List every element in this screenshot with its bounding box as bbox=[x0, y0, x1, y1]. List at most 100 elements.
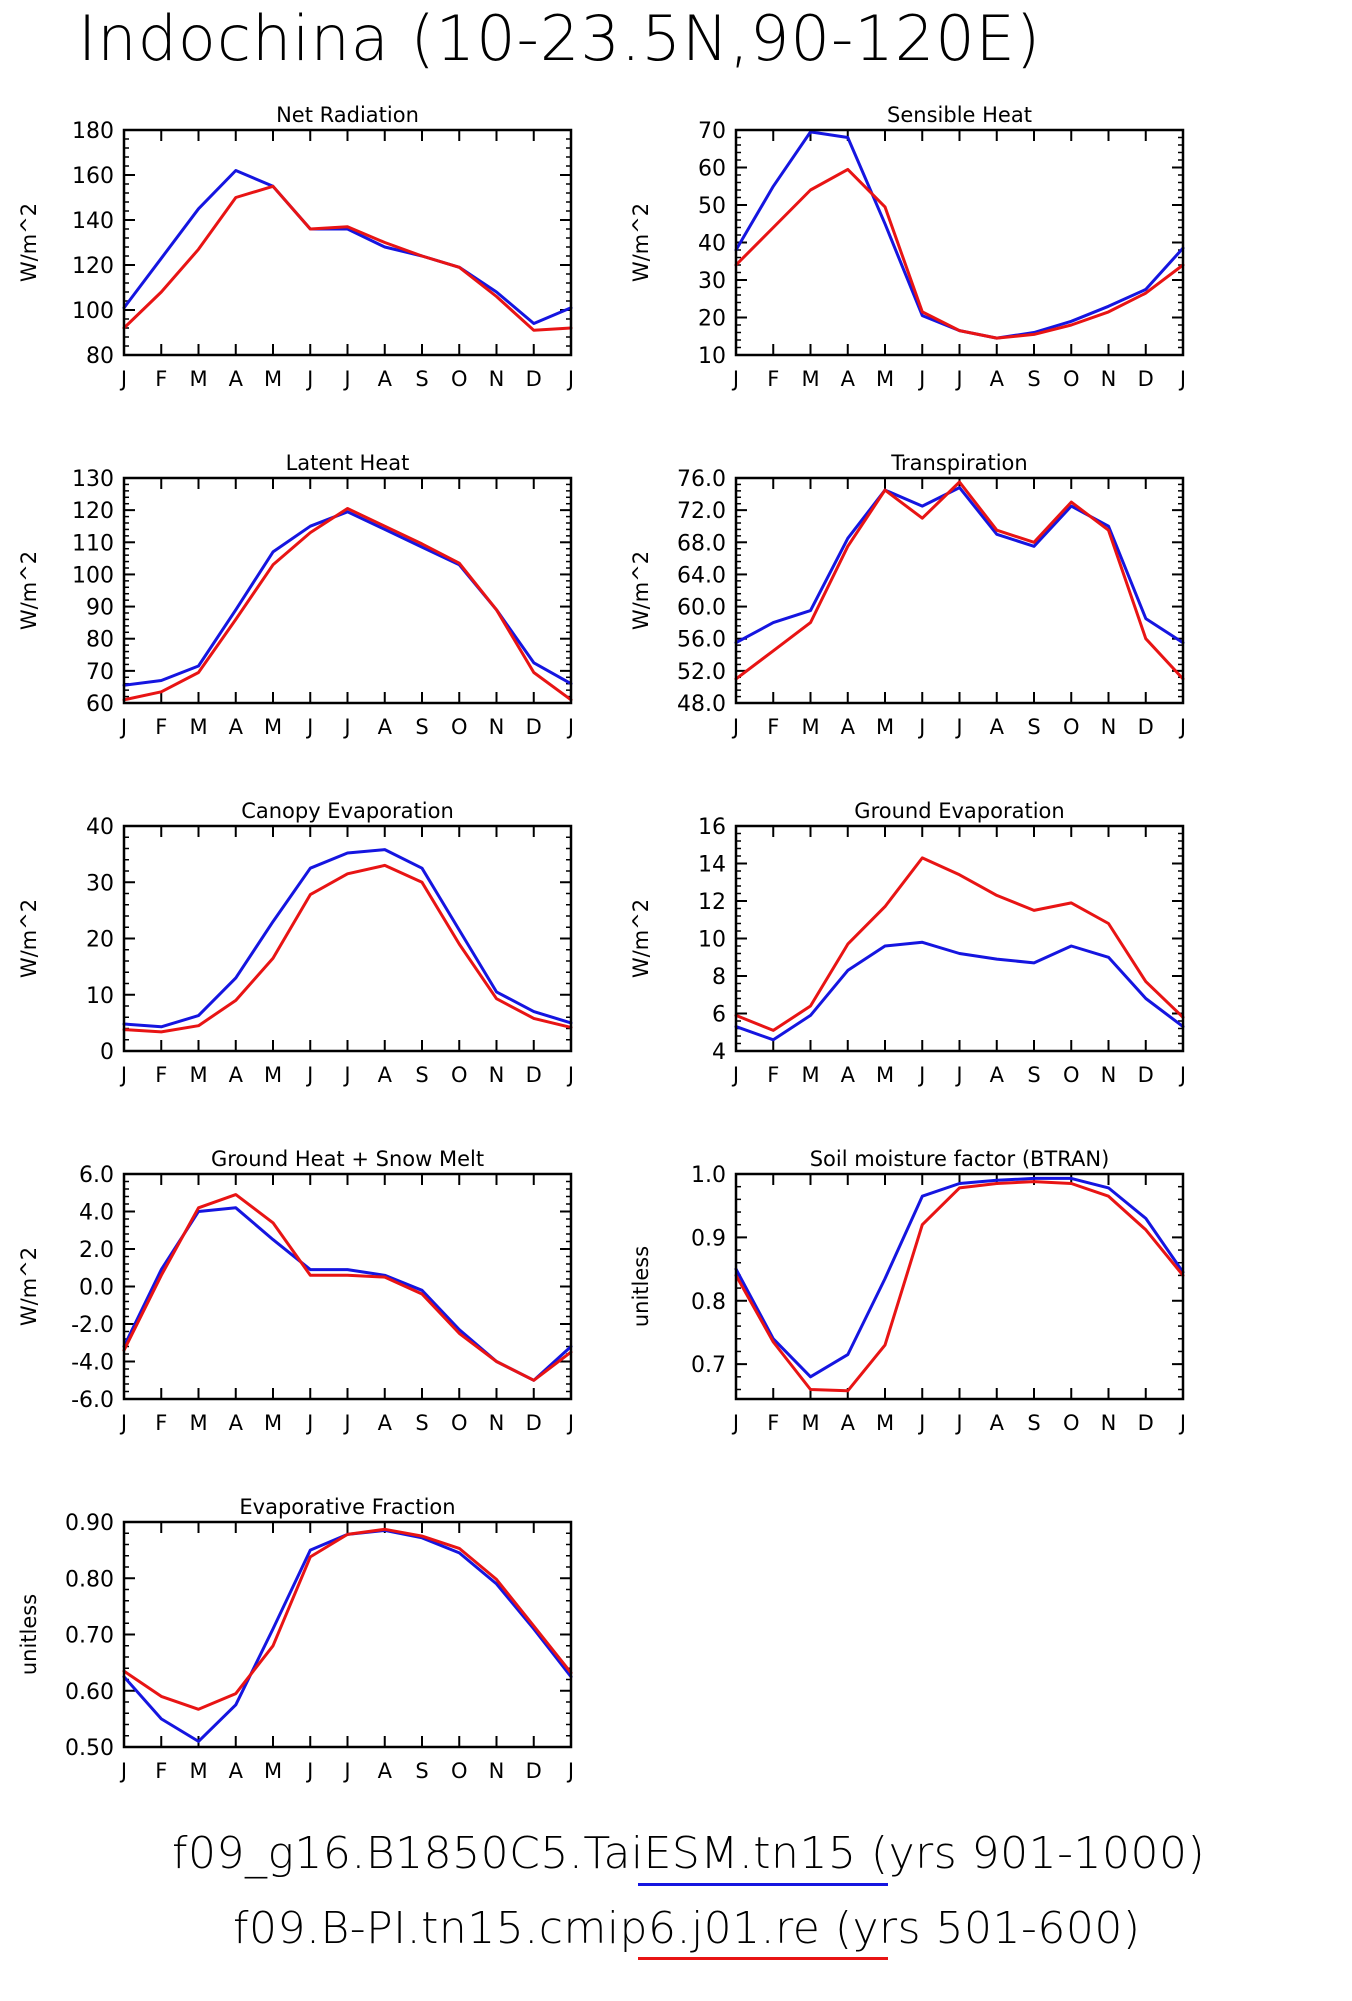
chart-title: Transpiration bbox=[890, 451, 1027, 475]
chart-title: Ground Heat + Snow Melt bbox=[211, 1147, 484, 1171]
x-tick-label: A bbox=[841, 1411, 856, 1435]
series-line-taiesm bbox=[734, 1176, 1185, 1379]
chart-title: Soil moisture factor (BTRAN) bbox=[810, 1147, 1110, 1171]
x-tick-label: J bbox=[342, 1411, 350, 1435]
x-tick-label: S bbox=[415, 367, 428, 391]
x-tick-label: O bbox=[1063, 367, 1080, 391]
chart-panel-4: Transpiration W/m^2 76.0 72.0 68.0 64.0 60.0 56… bbox=[629, 451, 1186, 739]
x-tick-label: N bbox=[489, 1759, 505, 1783]
y-tick-label: 4 bbox=[712, 1040, 726, 1065]
series-line-taiesm bbox=[734, 486, 1185, 645]
y-tick-label: 160 bbox=[72, 164, 114, 189]
x-tick-label: J bbox=[119, 715, 127, 739]
x-tick-label: O bbox=[451, 1759, 468, 1783]
x-tick-label: J bbox=[342, 367, 350, 391]
x-tick-label: S bbox=[415, 1411, 428, 1435]
y-tick-label: 10 bbox=[86, 984, 114, 1009]
x-tick-label: N bbox=[1101, 367, 1117, 391]
plot-frame bbox=[734, 476, 1185, 705]
x-tick-label: M bbox=[876, 367, 894, 391]
x-tick-label: D bbox=[526, 367, 542, 391]
y-tick-label: 100 bbox=[72, 299, 114, 324]
x-tick-label: J bbox=[566, 1759, 574, 1783]
y-tick-label: 30 bbox=[698, 269, 726, 294]
series-line-cmip6 bbox=[734, 480, 1185, 681]
y-tick-label: 6 bbox=[712, 1003, 726, 1028]
y-tick-label: 56.0 bbox=[677, 628, 726, 653]
x-tick-label: D bbox=[1138, 1411, 1154, 1435]
legend-label-taiesm: f09_g16.B1850C5.TaiESM.tn15 (yrs 901-100… bbox=[172, 1828, 1206, 1879]
y-tick-label: 6.0 bbox=[79, 1163, 114, 1188]
series-line-cmip6 bbox=[122, 1193, 573, 1382]
y-tick-label: 120 bbox=[72, 254, 114, 279]
chart-title: Canopy Evaporation bbox=[241, 799, 454, 823]
y-tick-label: 48.0 bbox=[677, 692, 726, 717]
x-tick-label: O bbox=[451, 1063, 468, 1087]
chart-panel-7: Ground Heat + Snow Melt W/m^2 6.0 4.0 2.0 0.0… bbox=[17, 1147, 574, 1435]
y-tick-label: 72.0 bbox=[677, 499, 726, 524]
x-tick-label: J bbox=[342, 1063, 350, 1087]
x-tick-label: J bbox=[566, 715, 574, 739]
y-tick-label: 0.9 bbox=[691, 1226, 726, 1251]
y-tick-label: 4.0 bbox=[79, 1201, 114, 1226]
x-tick-label: J bbox=[119, 1063, 127, 1087]
y-axis-label: unitless bbox=[629, 1246, 653, 1327]
x-tick-label: A bbox=[229, 715, 244, 739]
x-tick-label: O bbox=[451, 715, 468, 739]
x-tick-label: F bbox=[767, 1411, 779, 1435]
y-tick-label: 10 bbox=[698, 344, 726, 369]
y-tick-label: 0.8 bbox=[691, 1290, 726, 1315]
y-tick-label: 130 bbox=[72, 467, 114, 492]
x-tick-label: F bbox=[155, 715, 167, 739]
series-line-taiesm bbox=[734, 940, 1185, 1042]
series-line-taiesm bbox=[122, 510, 573, 687]
y-tick-label: 80 bbox=[86, 628, 114, 653]
series-line-cmip6 bbox=[734, 1180, 1185, 1393]
y-tick-label: 140 bbox=[72, 209, 114, 234]
y-tick-label: 40 bbox=[698, 232, 726, 257]
chart-title: Ground Evaporation bbox=[854, 799, 1064, 823]
y-tick-label: 120 bbox=[72, 499, 114, 524]
x-tick-label: J bbox=[342, 715, 350, 739]
series-line-taiesm bbox=[122, 1206, 573, 1382]
x-tick-label: F bbox=[767, 715, 779, 739]
y-tick-label: 110 bbox=[72, 531, 114, 556]
x-tick-label: D bbox=[526, 1411, 542, 1435]
legend-swatch-taiesm bbox=[638, 1883, 888, 1886]
x-tick-label: J bbox=[119, 1411, 127, 1435]
y-tick-label: 0.7 bbox=[691, 1353, 726, 1378]
x-tick-label: D bbox=[1138, 715, 1154, 739]
x-tick-label: J bbox=[119, 367, 127, 391]
x-tick-label: M bbox=[801, 715, 819, 739]
series-line-cmip6 bbox=[734, 167, 1185, 340]
y-tick-label: 30 bbox=[86, 871, 114, 896]
x-tick-label: J bbox=[1178, 715, 1186, 739]
y-tick-label: 10 bbox=[698, 928, 726, 953]
y-tick-label: 12 bbox=[698, 890, 726, 915]
x-tick-label: J bbox=[1178, 1411, 1186, 1435]
plot-frame bbox=[122, 1520, 573, 1749]
x-tick-label: J bbox=[954, 1411, 962, 1435]
x-tick-label: S bbox=[415, 1759, 428, 1783]
chart-title: Net Radiation bbox=[276, 103, 419, 127]
x-tick-label: M bbox=[801, 1411, 819, 1435]
x-tick-label: D bbox=[1138, 367, 1154, 391]
x-tick-label: A bbox=[378, 1411, 393, 1435]
x-tick-label: J bbox=[342, 1759, 350, 1783]
x-tick-label: M bbox=[801, 367, 819, 391]
x-tick-label: J bbox=[954, 367, 962, 391]
x-tick-label: S bbox=[1027, 367, 1040, 391]
x-tick-label: J bbox=[305, 715, 313, 739]
x-tick-label: J bbox=[731, 1063, 739, 1087]
x-tick-label: J bbox=[1178, 367, 1186, 391]
x-tick-label: O bbox=[451, 367, 468, 391]
x-tick-label: J bbox=[731, 715, 739, 739]
series-line-cmip6 bbox=[122, 184, 573, 332]
y-tick-label: 0.70 bbox=[65, 1624, 114, 1649]
x-tick-label: J bbox=[305, 1411, 313, 1435]
chart-title: Latent Heat bbox=[286, 451, 410, 475]
